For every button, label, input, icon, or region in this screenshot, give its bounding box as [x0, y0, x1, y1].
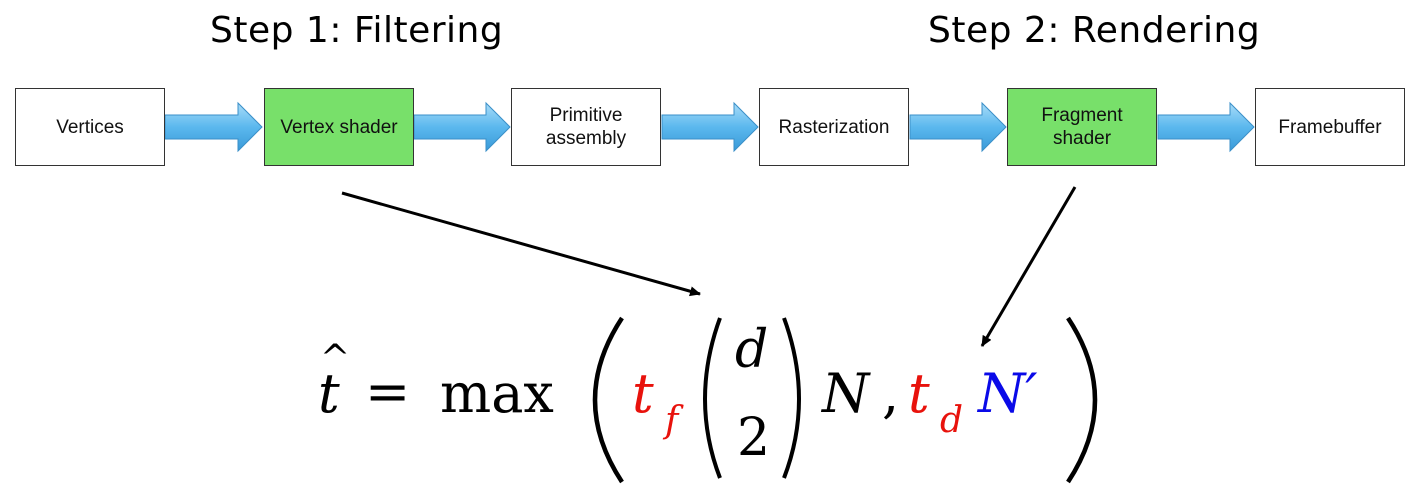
flow-arrow-1 — [164, 101, 263, 153]
formula-tf-t: t — [632, 362, 654, 425]
formula-max: max — [440, 362, 554, 425]
formula-comma: , — [882, 362, 900, 425]
flow-arrow-4 — [909, 101, 1007, 153]
formula-N: N — [822, 362, 870, 425]
outer-left-paren — [592, 316, 624, 484]
step2-title: Step 2: Rendering — [928, 10, 1261, 51]
flow-arrow-5 — [1157, 101, 1255, 153]
pointer-arrow-rendering — [980, 186, 1077, 347]
formula-td-t: t — [908, 362, 930, 425]
formula-binom-top: d — [735, 320, 769, 380]
stage-fragment-shader: Fragment shader — [1007, 88, 1157, 166]
formula-binom-bottom: 2 — [737, 408, 771, 468]
formula-tf-sub: f — [665, 400, 679, 441]
formula-lhs: t — [318, 362, 340, 425]
formula-td-sub: d — [940, 400, 964, 441]
formula-equals: = — [365, 360, 411, 423]
outer-right-paren — [1066, 316, 1098, 484]
formula-N-prime: N′ — [978, 362, 1038, 425]
flow-arrow-3 — [661, 101, 759, 153]
step1-title: Step 1: Filtering — [210, 10, 504, 51]
stage-vertex-shader: Vertex shader — [264, 88, 414, 166]
stage-primitive-assembly: Primitive assembly — [511, 88, 661, 166]
binom-left-paren — [703, 317, 722, 479]
formula-hat: ^ — [320, 338, 351, 379]
flow-arrow-2 — [413, 101, 511, 153]
stage-rasterization: Rasterization — [759, 88, 909, 166]
stage-framebuffer: Framebuffer — [1255, 88, 1405, 166]
pointer-arrow-filtering — [341, 191, 701, 297]
stage-vertices: Vertices — [15, 88, 165, 166]
binom-right-paren — [782, 317, 801, 479]
